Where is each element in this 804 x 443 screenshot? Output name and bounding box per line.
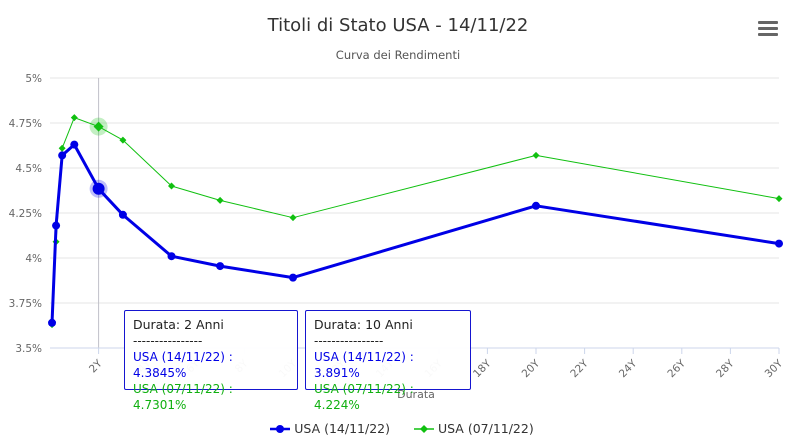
data-point (118, 210, 127, 219)
series (48, 114, 783, 329)
hamburger-menu-icon[interactable] (756, 18, 780, 40)
data-point (70, 140, 79, 149)
data-point (532, 201, 540, 210)
chart-title: Titoli di Stato USA - 14/11/22 (267, 15, 529, 36)
data-point (532, 151, 540, 159)
data-point (58, 151, 67, 160)
y-tick-label: 4% (25, 253, 42, 265)
y-tick-label: 5% (25, 73, 42, 85)
chart-subtitle: Curva dei Rendimenti (336, 48, 460, 62)
x-tick-label: 18Y (471, 357, 494, 380)
tooltip-2y: Durata: 2 Anni ---------------- USA (14/… (124, 310, 298, 412)
series-line (50, 143, 780, 323)
x-tick-label: 24Y (617, 357, 640, 380)
tooltip-series-2: USA (07/11/22) : 4.7301% (133, 382, 233, 412)
data-point (216, 262, 225, 271)
tooltip-series-2: USA (07/11/22) : 4.224% (314, 382, 414, 412)
x-tick-label: 20Y (520, 357, 543, 380)
data-point (70, 114, 78, 122)
y-tick-label: 3.5% (15, 343, 42, 355)
data-point (168, 182, 175, 190)
x-tick-label: 22Y (568, 357, 591, 380)
y-axis: 3.5% 3.75% 4% 4.25% 4.5% 4.75% 5% (9, 73, 42, 355)
data-point (289, 214, 297, 222)
data-point (93, 121, 104, 132)
data-point (58, 144, 66, 152)
data-point (52, 221, 61, 230)
x-tick-label: 26Y (665, 357, 688, 380)
legend-label: USA (14/11/22) (294, 421, 390, 436)
y-tick-label: 4.75% (9, 118, 42, 130)
y-tick-label: 3.75% (9, 298, 42, 310)
tooltip-series-1: USA (14/11/22) : 3.891% (314, 350, 414, 380)
y-tick-label: 4.5% (15, 163, 42, 175)
data-point (289, 273, 297, 282)
data-point (216, 196, 224, 204)
legend: USA (14/11/22) USA (07/11/22) (0, 421, 804, 437)
tooltip-separator: ---------------- (133, 334, 203, 348)
tooltip-title: Durata: 10 Anni (314, 317, 413, 332)
tooltip-series-1: USA (14/11/22) : 4.3845% (133, 350, 233, 380)
x-tick-label: 28Y (714, 357, 737, 380)
data-point (119, 136, 127, 144)
data-point (775, 239, 783, 248)
legend-label: USA (07/11/22) (437, 421, 534, 436)
x-tick-label: 2Y (87, 357, 105, 375)
legend-circle-marker-icon (270, 424, 291, 433)
tooltip-title: Durata: 2 Anni (133, 317, 224, 332)
legend-item-series-1[interactable]: USA (14/11/22) (270, 421, 390, 436)
legend-item-series-2[interactable]: USA (07/11/22) (413, 421, 534, 436)
y-tick-label: 4.25% (9, 208, 42, 220)
data-point (48, 318, 57, 327)
x-axis-label: Durata (397, 388, 435, 401)
tooltip-10y: Durata: 10 Anni ---------------- USA (14… (305, 310, 471, 412)
grid (50, 77, 779, 349)
data-point (92, 182, 105, 195)
tooltip-separator: ---------------- (314, 334, 384, 348)
data-point (167, 252, 176, 261)
x-tick-label: 30Y (763, 357, 786, 380)
data-point (775, 195, 783, 203)
legend-diamond-marker-icon (413, 424, 434, 433)
series-line (51, 117, 780, 325)
